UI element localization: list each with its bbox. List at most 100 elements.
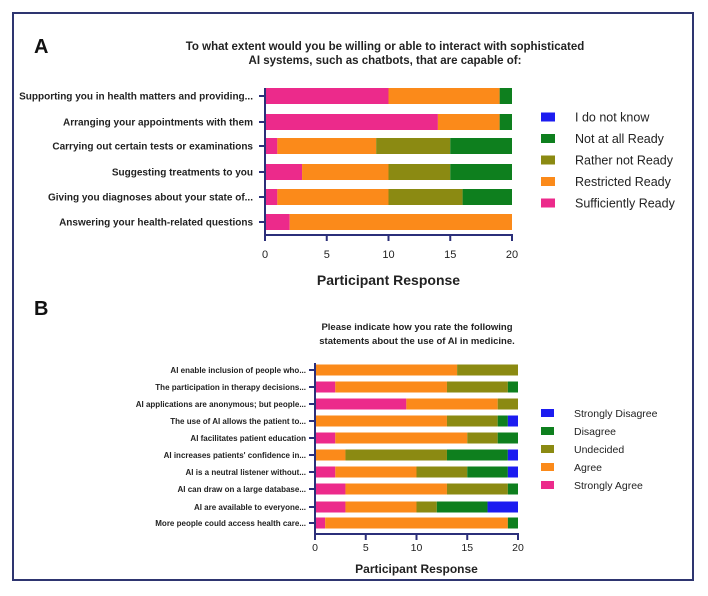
x-tick-label-a-3: 15 xyxy=(444,249,456,261)
legend-swatch-b-1 xyxy=(541,427,554,435)
bar-b-row1-disagree xyxy=(507,381,518,393)
x-tick-label-b-4: 20 xyxy=(512,542,524,554)
bar-a-row1-restricted-ready xyxy=(437,114,500,130)
bar-b-row9-agree xyxy=(325,517,508,529)
bar-b-row4-agree xyxy=(335,432,468,444)
bar-a-row2-rather-not-ready xyxy=(376,138,451,154)
category-label-b-6: AI is a neutral listener without... xyxy=(186,468,306,477)
category-label-a-4: Giving you diagnoses about your state of… xyxy=(48,193,253,204)
bar-b-row3-disagree xyxy=(497,415,508,427)
bar-b-row7-disagree xyxy=(507,483,518,495)
legend-label-a-4: Sufficiently Ready xyxy=(575,197,676,211)
legend-label-b-3: Agree xyxy=(574,462,602,474)
bar-b-row0-undecided xyxy=(457,364,518,376)
bar-a-row2-restricted-ready xyxy=(277,138,377,154)
bar-b-row2-undecided xyxy=(497,398,518,410)
x-tick-label-b-2: 10 xyxy=(411,542,423,554)
x-tick-label-a-2: 10 xyxy=(382,249,394,261)
legend-label-b-0: Strongly Disagree xyxy=(574,408,658,420)
bar-b-row5-undecided xyxy=(345,449,447,461)
bar-b-row1-undecided xyxy=(446,381,508,393)
chart-title-b-line1: Please indicate how you rate the followi… xyxy=(321,322,512,333)
legend-label-a-1: Not at all Ready xyxy=(575,132,665,146)
bar-a-row4-not-at-all-ready xyxy=(462,189,512,205)
category-label-a-2: Carrying out certain tests or examinatio… xyxy=(52,142,253,153)
legend-swatch-b-4 xyxy=(541,481,554,489)
bar-a-row0-restricted-ready xyxy=(388,88,500,104)
bar-b-row8-agree xyxy=(345,501,417,513)
panel-letter-a: A xyxy=(34,36,48,58)
bar-b-row9-disagree xyxy=(507,517,518,529)
figure-frame xyxy=(12,12,694,581)
legend-swatch-b-2 xyxy=(541,445,554,453)
bar-a-row5-sufficiently-ready xyxy=(265,214,290,230)
category-label-b-1: The participation in therapy decisions..… xyxy=(155,383,306,392)
x-axis-title-a: Participant Response xyxy=(317,272,460,288)
bar-a-row4-restricted-ready xyxy=(277,189,389,205)
category-label-b-4: AI facilitates patient education xyxy=(190,434,306,443)
legend-label-b-1: Disagree xyxy=(574,426,616,438)
bar-b-row6-strongly-disagree xyxy=(507,466,518,478)
x-tick-label-b-1: 5 xyxy=(363,542,369,554)
bar-b-row4-strongly-agree xyxy=(315,432,336,444)
category-label-a-1: Arranging your appointments with them xyxy=(63,118,253,129)
bar-a-row3-rather-not-ready xyxy=(388,164,451,180)
legend-label-b-4: Strongly Agree xyxy=(574,480,643,492)
bar-a-row3-sufficiently-ready xyxy=(265,164,303,180)
category-label-a-0: Supporting you in health matters and pro… xyxy=(19,92,253,103)
bar-b-row7-agree xyxy=(345,483,447,495)
bar-b-row8-strongly-agree xyxy=(315,501,346,513)
bar-b-row3-strongly-disagree xyxy=(507,415,518,427)
bar-a-row1-sufficiently-ready xyxy=(265,114,438,130)
bar-b-row2-agree xyxy=(406,398,498,410)
legend-swatch-b-0 xyxy=(541,409,554,417)
bar-b-row4-undecided xyxy=(467,432,498,444)
bar-a-row3-restricted-ready xyxy=(302,164,389,180)
category-label-b-5: AI increases patients' confidence in... xyxy=(164,451,306,460)
bar-b-row5-disagree xyxy=(446,449,508,461)
category-label-b-9: More people could access health care... xyxy=(155,519,306,528)
legend-swatch-b-3 xyxy=(541,463,554,471)
category-label-a-5: Answering your health-related questions xyxy=(59,218,253,229)
category-label-b-2: AI applications are anonymous; but peopl… xyxy=(136,400,306,409)
bar-b-row3-agree xyxy=(315,415,447,427)
bar-a-row0-not-at-all-ready xyxy=(499,88,512,104)
x-tick-label-b-0: 0 xyxy=(312,542,318,554)
x-tick-label-b-3: 15 xyxy=(461,542,473,554)
bar-b-row8-disagree xyxy=(436,501,488,513)
category-label-b-7: AI can draw on a large database... xyxy=(178,485,307,494)
category-label-b-8: AI are available to everyone... xyxy=(194,503,306,512)
bar-b-row8-undecided xyxy=(416,501,437,513)
bar-b-row0-agree xyxy=(315,364,458,376)
chart-title-b-line2: statements about the use of AI in medici… xyxy=(319,336,515,347)
bar-a-row3-not-at-all-ready xyxy=(450,164,512,180)
legend-swatch-a-4 xyxy=(541,198,555,208)
legend-swatch-a-1 xyxy=(541,134,555,143)
bar-a-row4-rather-not-ready xyxy=(388,189,463,205)
x-tick-label-a-1: 5 xyxy=(324,249,330,261)
bar-b-row3-undecided xyxy=(446,415,498,427)
x-tick-label-a-0: 0 xyxy=(262,249,268,261)
bar-b-row6-strongly-agree xyxy=(315,466,336,478)
category-label-a-3: Suggesting treatments to you xyxy=(112,168,253,179)
bar-b-row5-agree xyxy=(315,449,346,461)
bar-b-row6-undecided xyxy=(416,466,468,478)
bar-a-row2-sufficiently-ready xyxy=(265,138,278,154)
bar-a-row0-sufficiently-ready xyxy=(265,88,389,104)
legend-swatch-a-2 xyxy=(541,155,555,165)
bar-b-row1-agree xyxy=(335,381,447,393)
panel-letter-b: B xyxy=(34,298,48,320)
legend-label-a-0: I do not know xyxy=(575,111,650,125)
x-axis-title-b: Participant Response xyxy=(355,562,478,576)
bar-b-row7-undecided xyxy=(446,483,508,495)
bar-a-row5-restricted-ready xyxy=(289,214,512,230)
category-label-b-0: AI enable inclusion of people who... xyxy=(170,366,306,375)
legend-label-a-3: Restricted Ready xyxy=(575,175,672,189)
legend-label-a-2: Rather not Ready xyxy=(575,154,674,168)
legend-swatch-a-0 xyxy=(541,112,555,122)
bar-b-row2-strongly-agree xyxy=(315,398,407,410)
chart-title-a-line1: To what extent would you be willing or a… xyxy=(186,41,585,53)
bar-b-row6-disagree xyxy=(467,466,508,478)
chart-title-a-line2: AI systems, such as chatbots, that are c… xyxy=(249,55,522,67)
